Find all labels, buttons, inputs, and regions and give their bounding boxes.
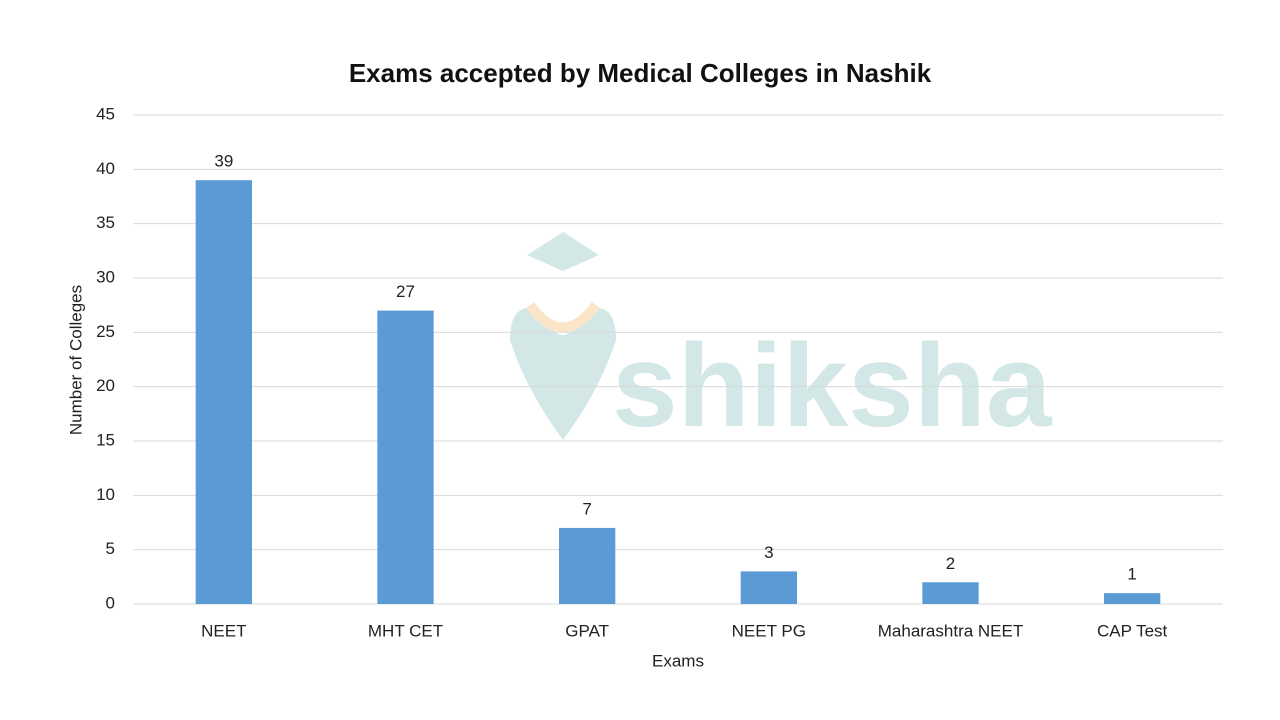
bar bbox=[559, 527, 616, 604]
logo-arc bbox=[525, 301, 601, 333]
bar bbox=[922, 582, 979, 604]
x-tick-label: GPAT bbox=[565, 621, 609, 640]
x-tick-label: Maharashtra NEET bbox=[878, 621, 1024, 640]
x-tick-label: NEET PG bbox=[732, 621, 806, 640]
y-tick-label: 20 bbox=[96, 376, 115, 395]
data-label: 1 bbox=[1127, 565, 1136, 584]
bar bbox=[377, 310, 434, 604]
chart-title: Exams accepted by Medical Colleges in Na… bbox=[349, 58, 932, 88]
x-tick-label: NEET bbox=[201, 621, 246, 640]
logo-body bbox=[510, 308, 616, 440]
y-tick-label: 45 bbox=[96, 104, 115, 123]
y-axis-label: Number of Colleges bbox=[66, 285, 85, 435]
logo-cap bbox=[527, 232, 599, 271]
bar bbox=[740, 571, 797, 604]
bar bbox=[1104, 593, 1161, 604]
data-label: 3 bbox=[764, 543, 773, 562]
data-label: 2 bbox=[946, 554, 955, 573]
y-tick-label: 10 bbox=[96, 485, 115, 504]
y-tick-label: 40 bbox=[96, 159, 115, 178]
data-label: 27 bbox=[396, 282, 415, 301]
data-label: 7 bbox=[582, 499, 591, 518]
y-tick-label: 35 bbox=[96, 213, 115, 232]
y-tick-label: 0 bbox=[106, 593, 115, 612]
x-tick-label: CAP Test bbox=[1097, 621, 1168, 640]
y-tick-label: 5 bbox=[106, 539, 115, 558]
bar bbox=[195, 180, 252, 604]
y-tick-label: 25 bbox=[96, 322, 115, 341]
y-tick-label: 15 bbox=[96, 430, 115, 449]
x-tick-label: MHT CET bbox=[368, 621, 443, 640]
y-tick-label: 30 bbox=[96, 267, 115, 286]
x-axis-label: Exams bbox=[652, 651, 704, 670]
data-label: 39 bbox=[214, 152, 233, 171]
